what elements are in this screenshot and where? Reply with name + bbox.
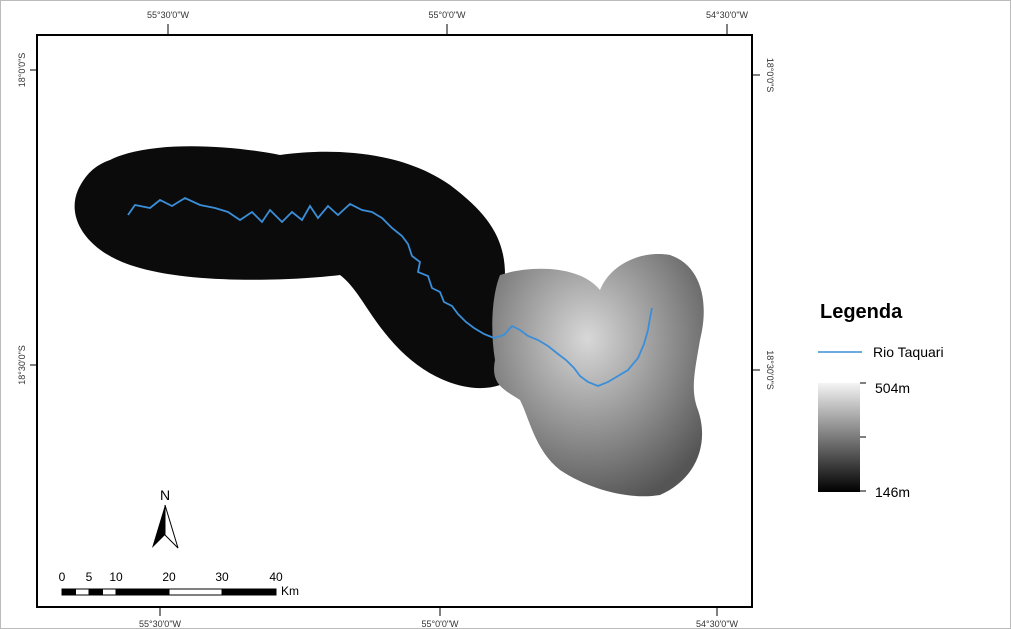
- bottom-coord-label: 55°30'0"W: [139, 619, 182, 629]
- scale-segment: [103, 589, 117, 595]
- scale-tick-label: 5: [86, 570, 93, 584]
- bottom-coord-label: 54°30'0"W: [696, 619, 739, 629]
- bottom-coord-label: 55°0'0"W: [421, 619, 459, 629]
- scale-segment: [89, 589, 103, 595]
- right-coord-label: 18°30'0"S: [765, 350, 775, 390]
- scale-tick-label: 20: [162, 570, 176, 584]
- scale-tick-label: 10: [109, 570, 123, 584]
- left-coord-label: 18°30'0"S: [17, 345, 27, 385]
- scale-segment: [62, 589, 76, 595]
- legend-title: Legenda: [820, 301, 903, 323]
- scale-segment: [222, 589, 276, 595]
- scale-segment: [76, 589, 90, 595]
- legend-high: 504m: [875, 380, 910, 396]
- scale-tick-label: 40: [269, 570, 283, 584]
- scale-unit: Km: [281, 584, 299, 598]
- left-coord-label: 18°0'0"S: [17, 53, 27, 88]
- scale-tick-label: 0: [59, 570, 66, 584]
- top-coord-label: 55°30'0"W: [147, 10, 190, 20]
- top-coord-label: 55°0'0"W: [428, 10, 466, 20]
- scale-segment: [169, 589, 222, 595]
- scale-segment: [116, 589, 169, 595]
- right-coord-label: 18°0'0"S: [765, 58, 775, 93]
- legend-river-label: Rio Taquari: [873, 344, 944, 360]
- legend-ramp: [818, 383, 860, 492]
- north-label: N: [160, 487, 170, 503]
- legend-low: 146m: [875, 484, 910, 500]
- top-coord-label: 54°30'0"W: [706, 10, 749, 20]
- map-page: N 0510203040Km Legenda Rio Taquari 504m …: [0, 0, 1011, 629]
- scale-tick-label: 30: [215, 570, 229, 584]
